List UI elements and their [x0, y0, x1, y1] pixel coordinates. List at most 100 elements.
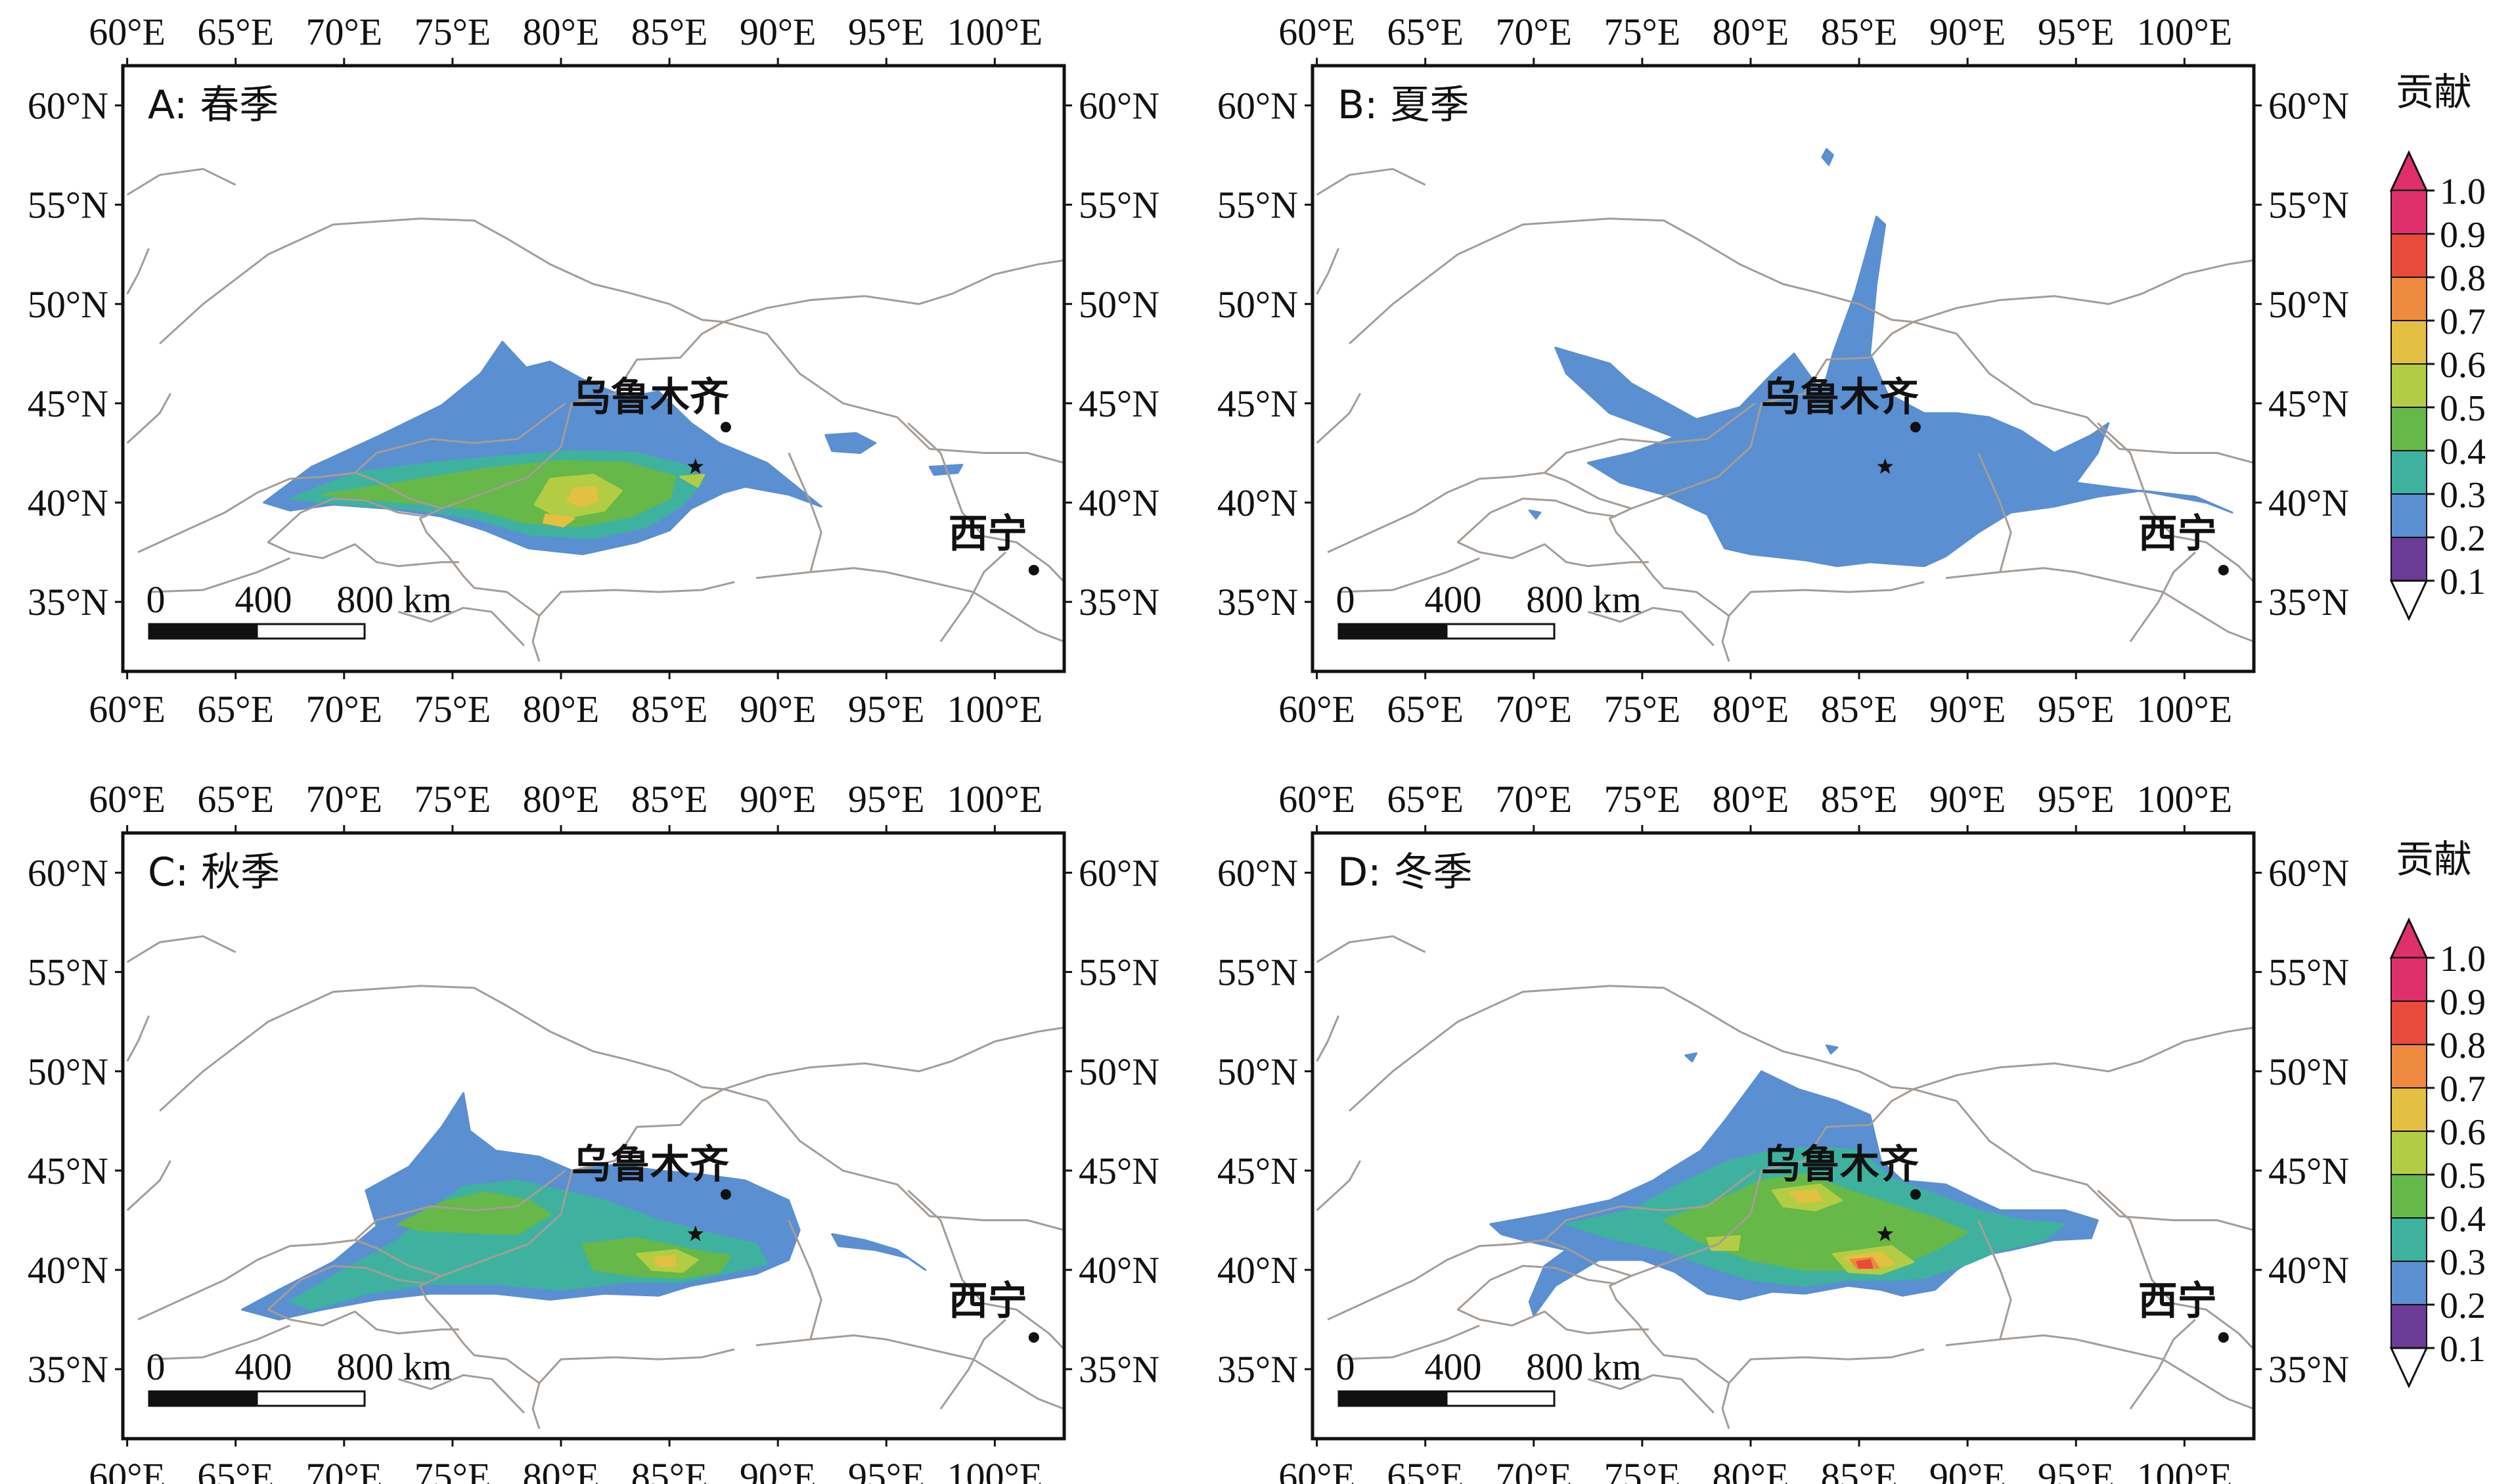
boundary-line [1349, 217, 1914, 345]
lat-tick-label-right: 40°N [1079, 1249, 1159, 1292]
lat-tick-label-left: 35°N [28, 1348, 108, 1391]
colorbar-label: 0.6 [2440, 345, 2486, 386]
boundary-line [397, 606, 525, 646]
boundary-line [1479, 543, 1649, 568]
scale-bar: 0 400 800 km [146, 1345, 452, 1407]
colorbar-label: 0.1 [2440, 1329, 2486, 1370]
lat-tick-label-right: 45°N [2268, 1150, 2349, 1192]
colorbar-segment [2391, 1044, 2427, 1089]
lat-tick-label-right: 35°N [2268, 581, 2349, 623]
lon-tick-label-bottom: 60°E [89, 688, 166, 731]
boundary-line [1316, 935, 1426, 963]
lat-tick-label-right: 60°N [1079, 851, 1159, 894]
contour-area [1554, 215, 2233, 568]
lon-tick-label-top: 95°E [2038, 11, 2115, 53]
lat-tick-label-right: 35°N [1079, 581, 1159, 623]
colorbars: 贡献1.00.90.80.70.60.50.40.30.20.1贡献1.00.9… [2389, 70, 2486, 1389]
lon-tick-label-bottom: 65°E [1387, 688, 1464, 731]
colorbar-segment [2391, 1261, 2427, 1305]
boundary-line [2129, 1318, 2196, 1410]
boundary-line [788, 452, 822, 573]
boundary-line [1327, 1239, 1545, 1320]
boundary-line [137, 472, 355, 553]
boundary-line [353, 402, 566, 510]
lon-tick-label-top: 85°E [1821, 11, 1898, 53]
lon-tick-label-top: 70°E [1495, 11, 1572, 53]
axis-ticks: 60°E 60°E 65°E 65°E 70°E 70°E 75°E 75°E 80°E 80°E… [1217, 11, 2349, 731]
boundary-line [755, 567, 1064, 643]
star-marker [687, 458, 704, 474]
lat-tick-label-right: 50°N [1079, 1050, 1159, 1093]
contour-area [566, 485, 599, 508]
contour-level-0.6 [543, 485, 599, 528]
boundary-line [1316, 1160, 1361, 1211]
city-label: 西宁 [949, 511, 1027, 557]
colorbar-title: 贡献 [2396, 837, 2472, 882]
colorbar-label: 1.0 [2440, 171, 2486, 212]
map-background [123, 833, 1064, 1439]
lon-tick-label-bottom: 65°E [197, 1455, 274, 1484]
scale-bar-label: 800 km [1526, 578, 1642, 621]
colorbar-label: 0.7 [2440, 1069, 2486, 1110]
lat-tick-label-left: 55°N [28, 184, 108, 227]
contour-area [543, 513, 575, 528]
lat-tick-label-left: 60°N [1217, 851, 1298, 894]
lat-tick-label-left: 40°N [1217, 1249, 1298, 1292]
boundary-line [1349, 985, 1914, 1112]
lon-tick-label-top: 80°E [1713, 778, 1789, 821]
lat-tick-label-left: 50°N [28, 283, 108, 326]
boundary-line [1587, 1374, 1715, 1414]
lon-tick-label-bottom: 70°E [305, 688, 382, 731]
colorbar-label: 0.2 [2440, 1286, 2486, 1326]
colorbar-label: 0.1 [2440, 562, 2486, 602]
boundary-line [1977, 1219, 2012, 1340]
city-dot [2218, 564, 2229, 575]
lat-tick-label-left: 60°N [28, 851, 108, 894]
boundary-line [289, 543, 459, 568]
lat-tick-label-right: 55°N [1079, 184, 1159, 227]
colorbar-bottom: 贡献 1.00.90.80.70.60.50.40.30.20.1 [2389, 837, 2486, 1389]
city-dot [720, 1189, 731, 1200]
contour-level-0.8 [1856, 1259, 1874, 1269]
colorbar-label: 0.7 [2440, 302, 2486, 342]
colorbar-label: 0.3 [2440, 475, 2486, 516]
map-background [123, 66, 1064, 671]
lat-tick-label-left: 50°N [28, 1050, 108, 1093]
contour-area [653, 1255, 677, 1267]
lat-tick-label-right: 35°N [2268, 1348, 2349, 1391]
scale-bar-label: 400 [1425, 1345, 1482, 1388]
lat-tick-label-right: 40°N [1079, 482, 1159, 524]
lat-tick-label-left: 40°N [28, 1249, 108, 1292]
scale-bar-label: 800 km [336, 578, 452, 621]
scale-bar: 0 400 800 km [1336, 578, 1642, 640]
lat-tick-label-right: 60°N [2268, 84, 2349, 127]
lon-tick-label-bottom: 80°E [1713, 1455, 1789, 1484]
lat-tick-label-left: 60°N [1217, 84, 1298, 127]
lon-tick-label-bottom: 100°E [2137, 688, 2233, 731]
colorbar-segment [2391, 190, 2427, 235]
lat-tick-label-left: 55°N [1217, 184, 1298, 227]
boundary-line [1945, 567, 2254, 643]
lat-tick-label-right: 45°N [1079, 1150, 1159, 1192]
lat-tick-label-right: 60°N [2268, 851, 2349, 894]
map-frame [1311, 64, 2256, 673]
colorbar-min-arrow [2389, 579, 2429, 621]
contour-area [1856, 1259, 1874, 1269]
boundary-line [126, 1015, 150, 1062]
lon-tick-label-top: 100°E [947, 11, 1043, 53]
lat-tick-label-left: 35°N [1217, 1348, 1298, 1391]
lon-tick-label-bottom: 75°E [415, 1455, 491, 1484]
colorbar-segment [2391, 363, 2427, 408]
scale-bar-label: 0 [1336, 1345, 1355, 1388]
colorbar-segment [2391, 1304, 2427, 1349]
boundary-line [1913, 259, 2254, 323]
lon-tick-label-top: 60°E [1278, 778, 1355, 821]
boundary-line [1587, 606, 1715, 646]
boundary-line [126, 1160, 171, 1211]
contour-area [1528, 509, 1542, 520]
boundary-line [723, 1026, 1064, 1091]
lon-tick-label-top: 75°E [415, 778, 491, 821]
